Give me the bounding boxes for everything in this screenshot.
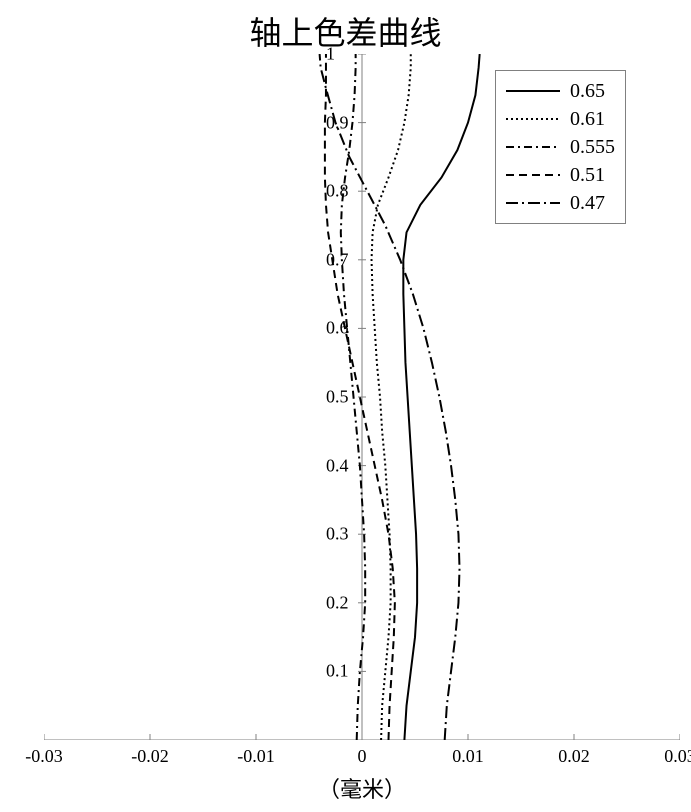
legend-swatch (504, 82, 562, 100)
series-line (372, 54, 411, 740)
y-tick-label: 0.4 (326, 455, 349, 476)
legend-row: 0.61 (504, 105, 615, 133)
x-tick-label: 0 (358, 746, 367, 767)
legend-swatch (504, 166, 562, 184)
legend-label: 0.555 (570, 136, 615, 159)
x-tick-label: 0.02 (558, 746, 590, 767)
x-axis-label: （毫米） (318, 772, 406, 804)
legend-row: 0.47 (504, 189, 615, 217)
x-tick-label: -0.02 (131, 746, 169, 767)
x-tick-label: 0.01 (452, 746, 484, 767)
y-tick-label: 0.1 (326, 661, 349, 682)
legend-row: 0.51 (504, 161, 615, 189)
x-tick-label: -0.03 (25, 746, 63, 767)
y-tick-label: 0.9 (326, 112, 349, 133)
x-tick-label: 0.03 (664, 746, 691, 767)
legend-label: 0.47 (570, 192, 605, 215)
y-tick-label: 0.2 (326, 592, 349, 613)
legend-label: 0.51 (570, 164, 605, 187)
legend-row: 0.65 (504, 77, 615, 105)
y-tick-label: 0.5 (326, 387, 349, 408)
legend-box: 0.65 0.61 0.555 0.51 0.47 (495, 70, 626, 224)
chart-container: 轴上色差曲线 0.650.610.5550.510.47 （毫米） -0.03-… (0, 0, 691, 812)
legend-label: 0.65 (570, 80, 605, 103)
legend-label: 0.61 (570, 108, 605, 131)
legend-swatch (504, 110, 562, 128)
x-tick-label: -0.01 (237, 746, 275, 767)
y-tick-label: 1 (326, 44, 335, 65)
series-line (403, 54, 479, 740)
legend-swatch (504, 138, 562, 156)
legend-swatch (504, 194, 562, 212)
legend-row: 0.555 (504, 133, 615, 161)
y-tick-label: 0.3 (326, 524, 349, 545)
chart-title: 轴上色差曲线 (0, 8, 691, 54)
y-tick-label: 0.6 (326, 318, 349, 339)
y-tick-label: 0.7 (326, 249, 349, 270)
y-tick-label: 0.8 (326, 181, 349, 202)
